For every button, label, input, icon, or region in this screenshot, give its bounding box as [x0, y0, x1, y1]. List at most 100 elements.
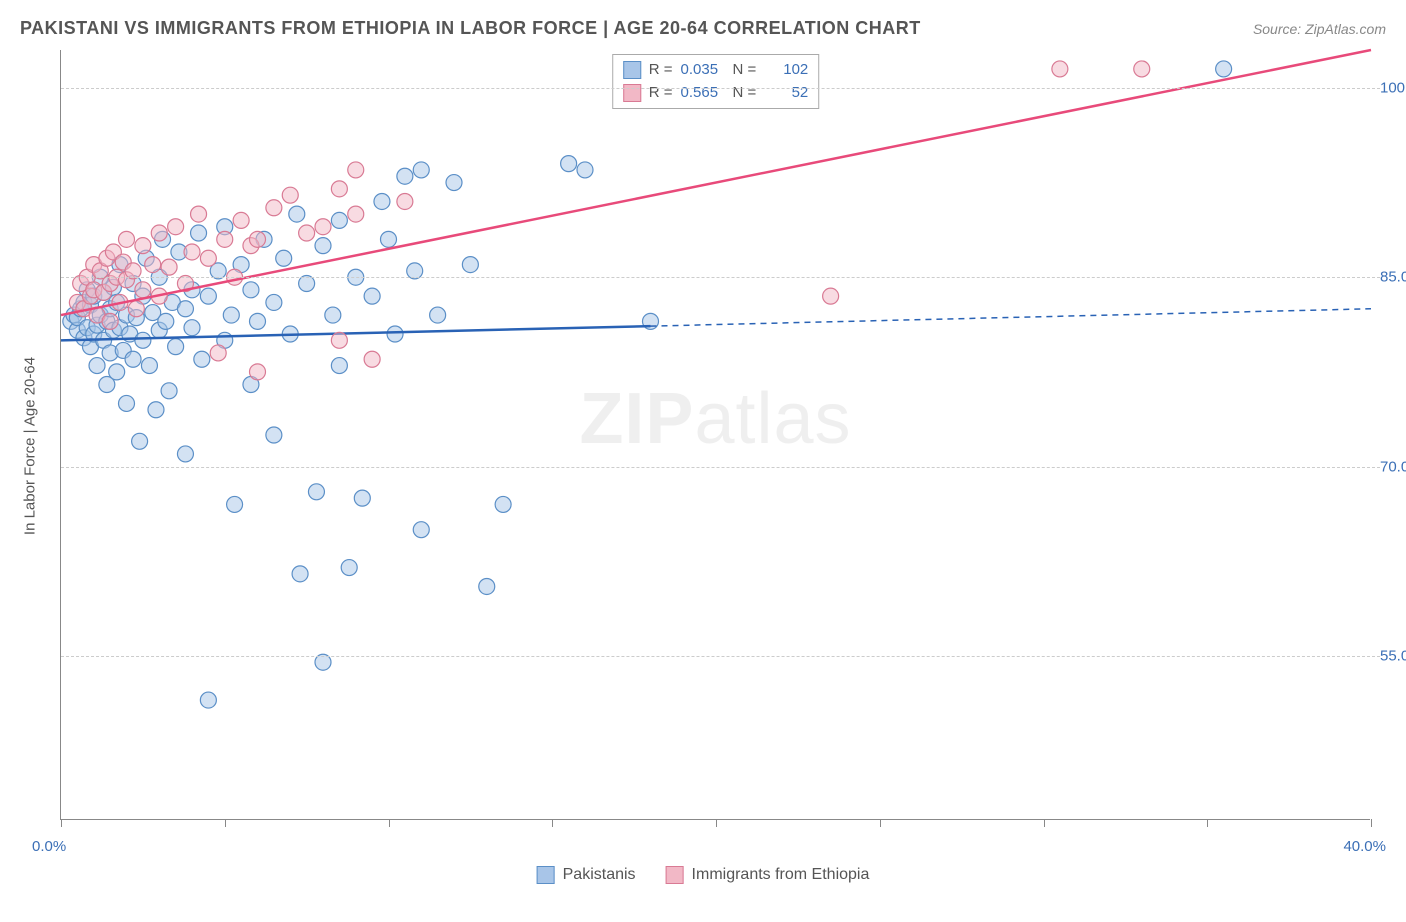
data-point: [184, 244, 200, 260]
legend-item: Pakistanis: [537, 866, 636, 884]
data-point: [184, 320, 200, 336]
data-point: [177, 301, 193, 317]
data-point: [135, 238, 151, 254]
source-label: Source: ZipAtlas.com: [1253, 21, 1386, 37]
data-point: [145, 257, 161, 273]
data-point: [102, 313, 118, 329]
x-tick: [61, 819, 62, 827]
data-point: [331, 358, 347, 374]
data-point: [331, 332, 347, 348]
data-point: [577, 162, 593, 178]
legend-correlation: R =0.035N =102R =0.565N =52: [612, 54, 820, 109]
x-tick: [1207, 819, 1208, 827]
data-point: [177, 446, 193, 462]
data-point: [223, 307, 239, 323]
data-point: [495, 496, 511, 512]
plot-area: ZIPatlas R =0.035N =102R =0.565N =52 55.…: [60, 50, 1370, 820]
data-point: [823, 288, 839, 304]
x-tick: [880, 819, 881, 827]
grid-line: [61, 467, 1380, 468]
r-label: R =: [649, 82, 673, 105]
legend-swatch: [537, 866, 555, 884]
data-point: [243, 282, 259, 298]
data-point: [397, 168, 413, 184]
data-point: [250, 231, 266, 247]
data-point: [168, 219, 184, 235]
regression-line-dashed: [651, 309, 1372, 326]
data-point: [161, 259, 177, 275]
data-point: [141, 358, 157, 374]
n-label: N =: [733, 82, 757, 105]
data-point: [250, 313, 266, 329]
legend-label: Pakistanis: [563, 866, 636, 884]
grid-line: [61, 277, 1380, 278]
data-point: [135, 332, 151, 348]
y-axis-title: In Labor Force | Age 20-64: [22, 357, 39, 535]
data-point: [374, 193, 390, 209]
y-tick-label: 55.0%: [1380, 647, 1406, 664]
x-tick-label: 0.0%: [32, 838, 66, 922]
data-point: [151, 225, 167, 241]
data-point: [125, 351, 141, 367]
data-point: [341, 560, 357, 576]
data-point: [168, 339, 184, 355]
data-point: [381, 231, 397, 247]
legend-swatch: [623, 61, 641, 79]
x-tick-label: 40.0%: [1343, 838, 1386, 852]
x-tick: [389, 819, 390, 827]
x-tick: [1044, 819, 1045, 827]
data-point: [561, 156, 577, 172]
data-point: [119, 231, 135, 247]
chart-title: PAKISTANI VS IMMIGRANTS FROM ETHIOPIA IN…: [20, 18, 921, 39]
data-point: [135, 282, 151, 298]
data-point: [430, 307, 446, 323]
r-value: 0.565: [681, 82, 725, 105]
x-tick: [1371, 819, 1372, 827]
data-point: [1134, 61, 1150, 77]
data-point: [233, 212, 249, 228]
legend-swatch: [666, 866, 684, 884]
data-point: [387, 326, 403, 342]
data-point: [446, 175, 462, 191]
n-label: N =: [733, 59, 757, 82]
data-point: [210, 345, 226, 361]
data-point: [1216, 61, 1232, 77]
y-tick-label: 85.0%: [1380, 269, 1406, 286]
data-point: [289, 206, 305, 222]
data-point: [119, 395, 135, 411]
legend-swatch: [623, 84, 641, 102]
data-point: [413, 522, 429, 538]
data-point: [354, 490, 370, 506]
data-point: [348, 206, 364, 222]
n-value: 52: [764, 82, 808, 105]
grid-line: [61, 88, 1380, 89]
data-point: [479, 578, 495, 594]
data-point: [315, 219, 331, 235]
data-point: [325, 307, 341, 323]
data-point: [191, 225, 207, 241]
regression-line: [61, 326, 651, 340]
data-point: [364, 351, 380, 367]
data-point: [331, 212, 347, 228]
y-tick-label: 70.0%: [1380, 458, 1406, 475]
legend-label: Immigrants from Ethiopia: [692, 866, 870, 884]
data-point: [331, 181, 347, 197]
legend-row: R =0.035N =102: [623, 59, 809, 82]
x-tick: [716, 819, 717, 827]
data-point: [217, 231, 233, 247]
data-point: [1052, 61, 1068, 77]
r-label: R =: [649, 59, 673, 82]
data-point: [191, 206, 207, 222]
data-point: [462, 257, 478, 273]
data-point: [276, 250, 292, 266]
data-point: [200, 692, 216, 708]
data-point: [282, 187, 298, 203]
data-point: [194, 351, 210, 367]
r-value: 0.035: [681, 59, 725, 82]
data-point: [109, 364, 125, 380]
x-tick: [552, 819, 553, 827]
x-tick: [225, 819, 226, 827]
data-point: [158, 313, 174, 329]
legend-row: R = 0.565 N = 52: [623, 82, 809, 105]
data-point: [128, 301, 144, 317]
